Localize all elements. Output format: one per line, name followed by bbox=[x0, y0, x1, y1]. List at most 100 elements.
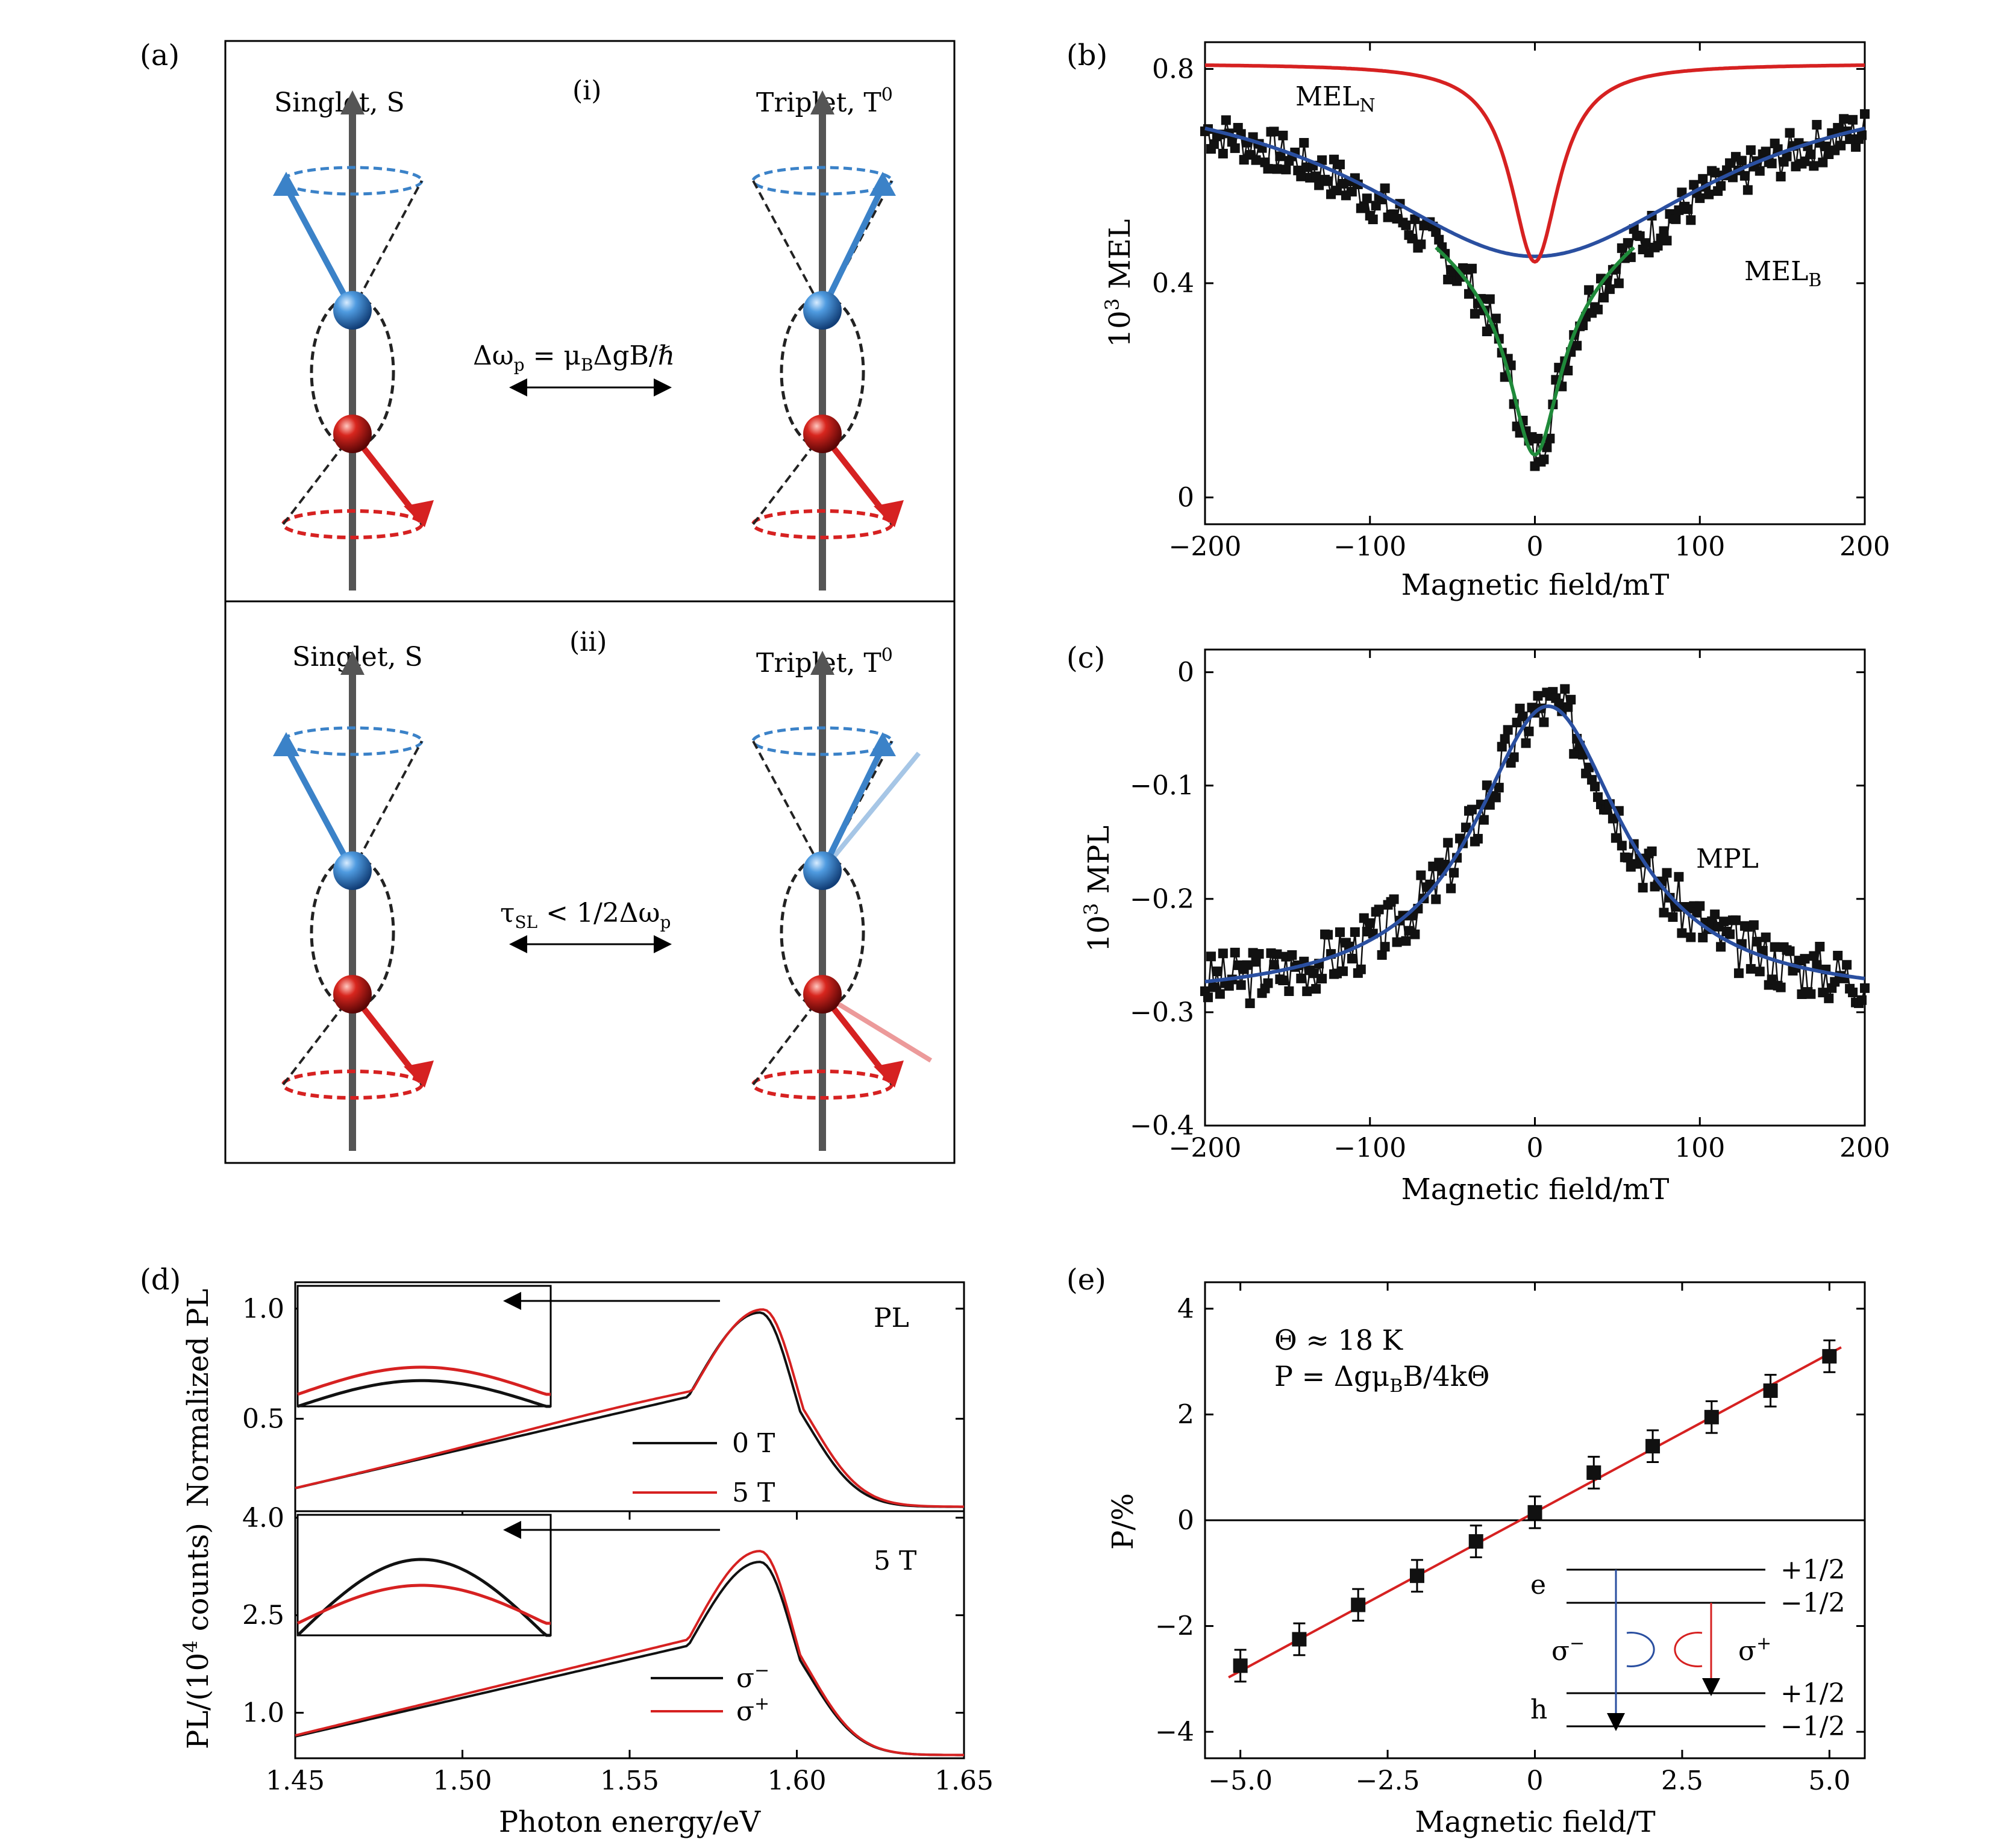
mel-data-point bbox=[1739, 171, 1750, 181]
mel-data-point bbox=[1755, 166, 1765, 176]
axis-arrowhead bbox=[340, 90, 365, 114]
x-tick-label: 0 bbox=[1527, 1765, 1544, 1796]
hole-arrowhead bbox=[404, 500, 434, 527]
mpl-data-point bbox=[1566, 695, 1576, 705]
mel-data-point bbox=[1380, 183, 1390, 193]
mpl-data-point bbox=[1761, 932, 1771, 942]
mpl-data-point bbox=[1730, 915, 1741, 926]
mel-data-point bbox=[1776, 172, 1786, 182]
x-tick-label: 1.50 bbox=[433, 1765, 492, 1796]
mel-data-point bbox=[1545, 433, 1555, 443]
mpl-data-point bbox=[1236, 980, 1246, 990]
mel-fit-curve bbox=[1435, 246, 1635, 457]
mel-data-point bbox=[1860, 109, 1870, 119]
data-point bbox=[1704, 1409, 1719, 1424]
mpl-data-point bbox=[1607, 813, 1618, 824]
y-tick-label: 0 bbox=[1177, 1505, 1194, 1536]
mel-data-point bbox=[1434, 234, 1444, 245]
hole-sphere bbox=[803, 975, 842, 1013]
mpl-data-point bbox=[1674, 872, 1684, 882]
mpl-data-point bbox=[1380, 942, 1390, 952]
x-axis-title: Magnetic field/mT bbox=[1401, 1173, 1670, 1206]
mpl-data-point bbox=[1751, 936, 1762, 947]
mel-data-point bbox=[1281, 164, 1291, 175]
energy-level-label: +1/2 bbox=[1780, 1678, 1845, 1709]
x-axis-title: Magnetic field/mT bbox=[1401, 568, 1670, 602]
mpl-data-point bbox=[1206, 951, 1216, 962]
mel-data-point bbox=[1839, 114, 1849, 124]
mpl-data-point bbox=[1494, 783, 1504, 793]
mpl-data-point bbox=[1416, 870, 1426, 880]
hole-arrowhead bbox=[404, 1060, 434, 1088]
mpl-data-point bbox=[1755, 966, 1765, 977]
y-axis-title-bottom: PL/(104 counts) bbox=[179, 1523, 215, 1749]
chart-c: −200 −100 0 100 200 0 −0.1 −0.2 −0.3 −0.4 MPL Magne… bbox=[1080, 648, 1890, 1206]
mel-data-point bbox=[1347, 187, 1357, 197]
mel-data-point bbox=[1686, 215, 1696, 225]
mpl-data-point bbox=[1848, 988, 1858, 998]
mpl-data-point bbox=[1215, 989, 1225, 999]
mpl-data-point bbox=[1725, 929, 1735, 939]
hole-arrowhead bbox=[874, 500, 904, 527]
mel-data-point bbox=[1251, 155, 1261, 165]
x-tick-label: −2.5 bbox=[1356, 1765, 1420, 1796]
mel-data-point bbox=[1401, 220, 1411, 230]
mel-data-point bbox=[1323, 176, 1333, 186]
level-h-label: h bbox=[1530, 1694, 1547, 1725]
y-axis-title-sup: 3 bbox=[1101, 298, 1124, 310]
x-tick-label: 200 bbox=[1839, 531, 1890, 562]
mel-data-point bbox=[1467, 263, 1477, 274]
x-tick-label: 200 bbox=[1839, 1133, 1890, 1164]
panel-letter-b: (b) bbox=[1066, 39, 1107, 72]
sigma-plus-label: σ+ bbox=[1738, 1633, 1771, 1667]
mpl-data-point bbox=[1611, 833, 1621, 843]
x-tick-label: −100 bbox=[1333, 1133, 1406, 1164]
sigma-minus-label: σ− bbox=[1551, 1633, 1585, 1667]
mel-data-point bbox=[1572, 340, 1582, 351]
mpl-data-point bbox=[1593, 792, 1603, 802]
mpl-data-point bbox=[1317, 974, 1327, 984]
mpl-data-point bbox=[1479, 815, 1489, 825]
electron-sphere bbox=[333, 851, 372, 890]
y-axis-title: 103 MPL bbox=[1080, 826, 1116, 952]
mpl-data-point bbox=[1590, 782, 1600, 792]
mpl-data-point bbox=[1719, 916, 1729, 927]
inset-curve bbox=[296, 1558, 551, 1637]
mpl-data-point bbox=[1560, 684, 1570, 694]
mpl-data-point bbox=[1254, 949, 1264, 959]
series-label-sub: B bbox=[1808, 270, 1821, 291]
mpl-data-point bbox=[1473, 833, 1483, 844]
inset-curve bbox=[297, 1365, 551, 1396]
electron-arrowhead bbox=[273, 732, 299, 756]
mpl-data-point bbox=[1524, 726, 1534, 736]
y-tick-label: −2 bbox=[1155, 1611, 1194, 1642]
mel-data-point bbox=[1857, 130, 1867, 140]
mpl-data-point bbox=[1242, 960, 1252, 970]
y-tick-label: 4.0 bbox=[242, 1503, 284, 1534]
x-tick-label: 2.5 bbox=[1661, 1765, 1703, 1796]
mel-data-point bbox=[1317, 155, 1327, 165]
y-tick-label: 1.0 bbox=[242, 1697, 284, 1728]
legend-sup: + bbox=[754, 1693, 769, 1714]
axis-arrowhead bbox=[340, 651, 365, 675]
mpl-data-point bbox=[1809, 951, 1819, 961]
mpl-data-point bbox=[1443, 838, 1453, 848]
mel-data-point bbox=[1704, 189, 1714, 199]
schematic-i-singlet: Singlet, S bbox=[274, 87, 405, 118]
electron-sphere bbox=[803, 851, 842, 890]
y-axis-title-rest: MPL bbox=[1082, 826, 1116, 903]
mpl-data-point bbox=[1269, 960, 1279, 970]
mpl-data-point bbox=[1230, 947, 1240, 957]
mel-data-point bbox=[1311, 171, 1321, 181]
mpl-data-point bbox=[1623, 853, 1633, 863]
mel-data-point bbox=[1533, 433, 1543, 443]
mel-data-point bbox=[1278, 130, 1288, 140]
mel-data-point bbox=[1662, 236, 1672, 246]
mpl-data-point bbox=[1461, 822, 1471, 833]
inset-frame bbox=[296, 1514, 552, 1637]
mpl-data-point bbox=[1698, 932, 1708, 942]
energy-level-label: +1/2 bbox=[1780, 1555, 1845, 1585]
mel-data-point bbox=[1299, 138, 1309, 148]
x-tick-label: −100 bbox=[1333, 531, 1406, 562]
mel-data-point bbox=[1359, 201, 1369, 211]
